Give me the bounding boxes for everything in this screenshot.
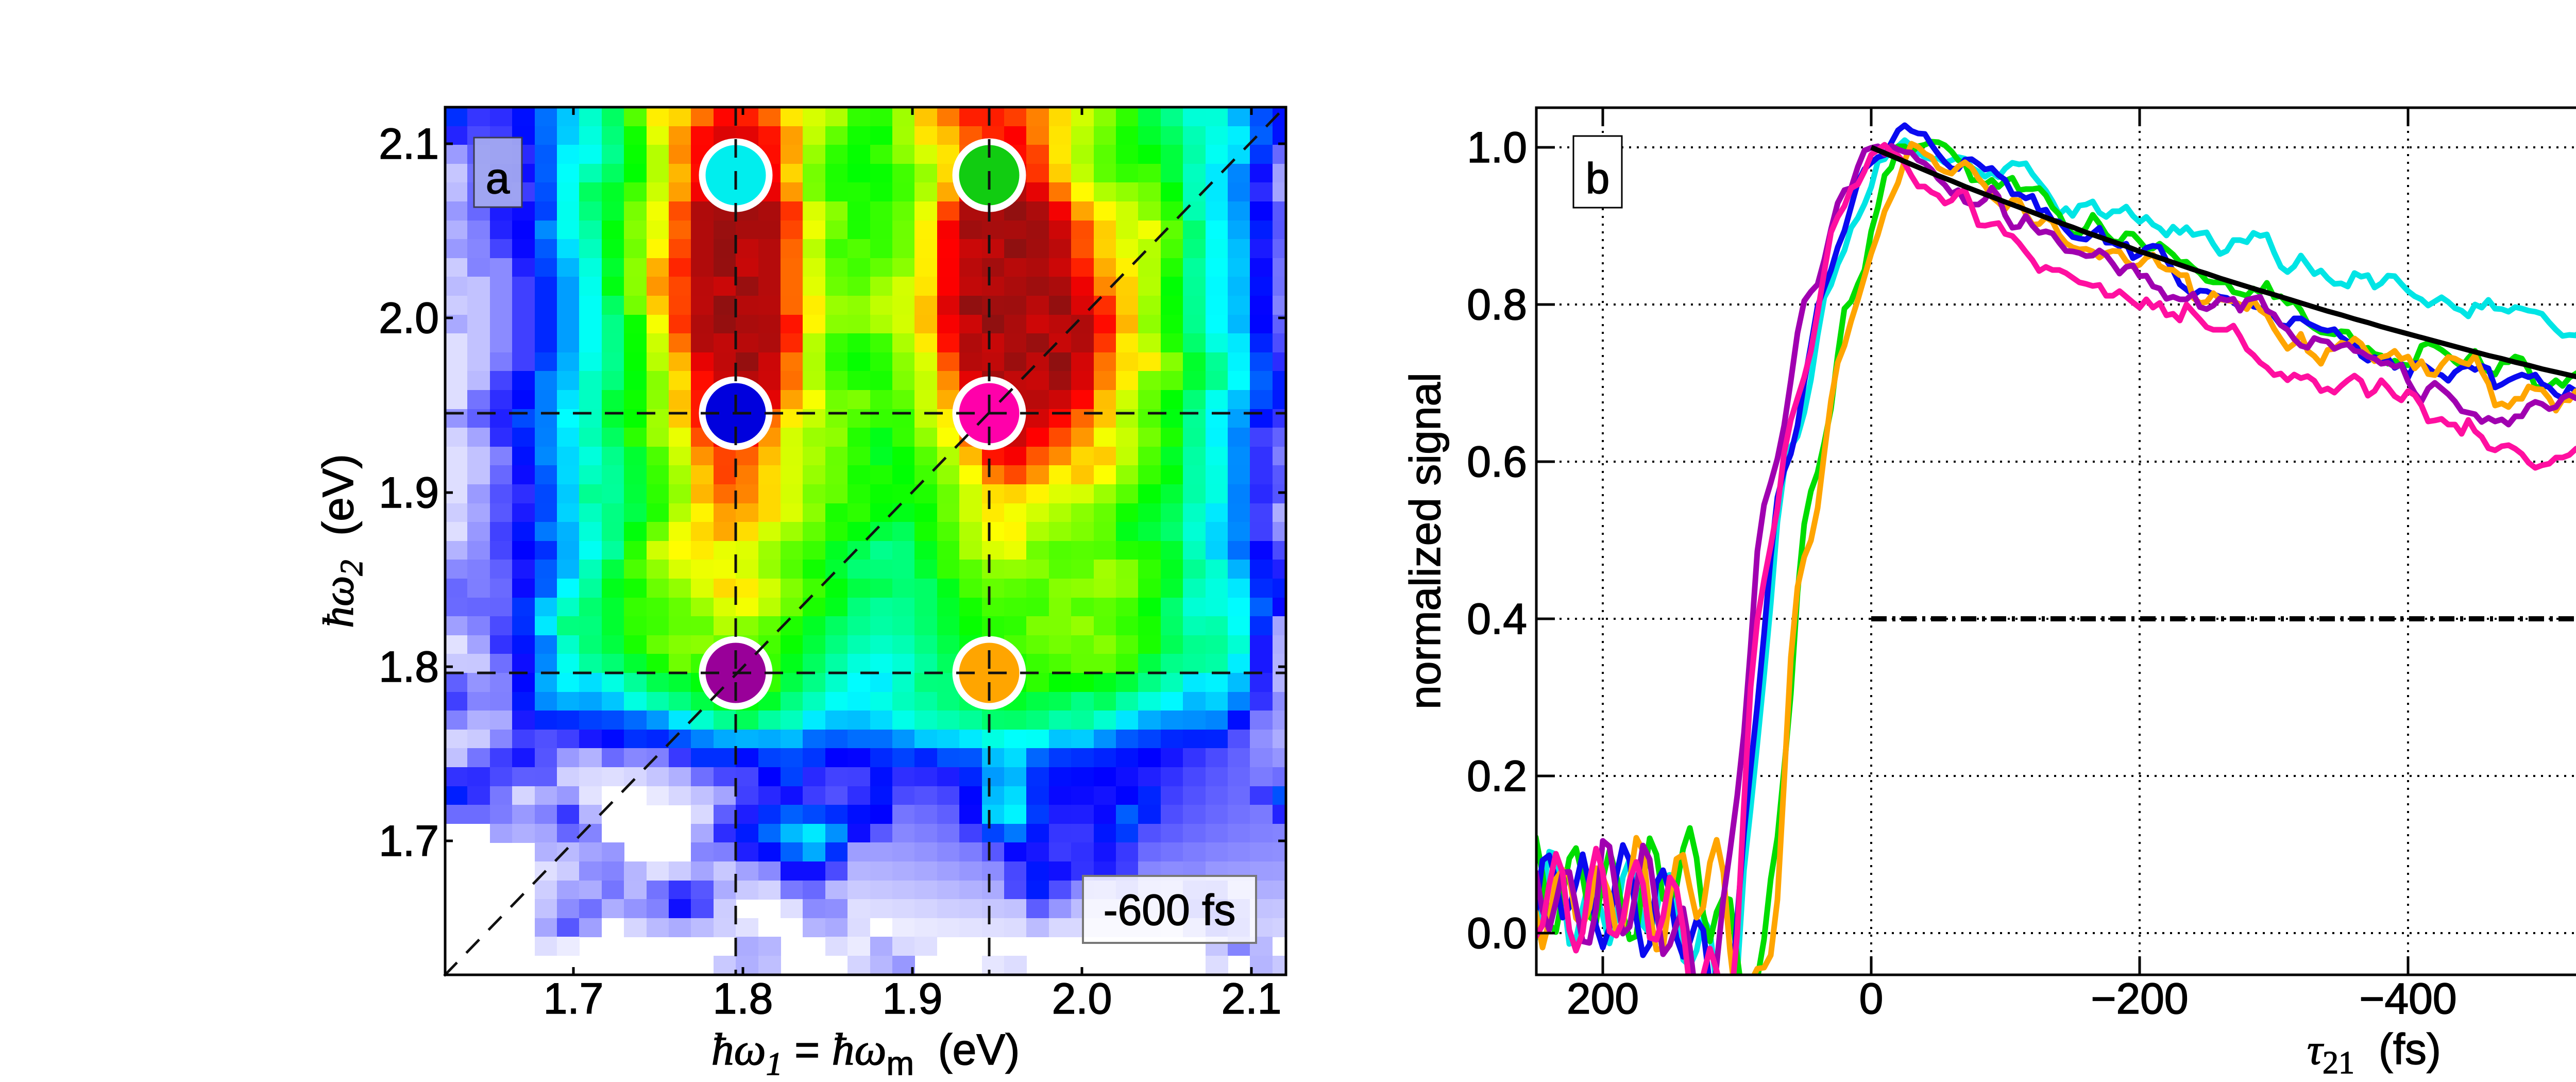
svg-text:ħω1 = ħωm (eV): ħω1 = ħωm (eV) <box>711 1025 1020 1082</box>
svg-text:a: a <box>486 154 510 202</box>
svg-text:0.8: 0.8 <box>1467 280 1527 329</box>
svg-text:1.9: 1.9 <box>883 974 943 1023</box>
svg-text:2.1: 2.1 <box>1222 974 1282 1023</box>
svg-text:200: 200 <box>1567 974 1639 1023</box>
svg-text:−200: −200 <box>2091 974 2188 1023</box>
svg-text:b: b <box>1586 154 1610 202</box>
svg-text:1.7: 1.7 <box>544 974 604 1023</box>
svg-text:2.0: 2.0 <box>1052 974 1112 1023</box>
svg-text:0.6: 0.6 <box>1467 437 1527 486</box>
svg-text:normalized signal: normalized signal <box>1401 373 1449 709</box>
svg-text:1.7: 1.7 <box>379 817 439 865</box>
svg-text:1.8: 1.8 <box>713 974 773 1023</box>
svg-text:ħω2 (eV): ħω2 (eV) <box>314 454 369 628</box>
svg-text:0.0: 0.0 <box>1467 909 1527 957</box>
svg-text:2.0: 2.0 <box>379 294 439 342</box>
svg-text:τ21 (fs): τ21 (fs) <box>2307 1025 2441 1080</box>
svg-text:1.9: 1.9 <box>379 468 439 517</box>
svg-text:0: 0 <box>1859 974 1884 1023</box>
svg-text:2.1: 2.1 <box>379 120 439 168</box>
svg-text:−400: −400 <box>2359 974 2456 1023</box>
svg-text:1.0: 1.0 <box>1467 123 1527 172</box>
svg-text:0.4: 0.4 <box>1467 595 1527 643</box>
svg-text:-600 fs: -600 fs <box>1104 886 1236 934</box>
svg-text:0.2: 0.2 <box>1467 752 1527 800</box>
svg-text:1.8: 1.8 <box>379 643 439 691</box>
